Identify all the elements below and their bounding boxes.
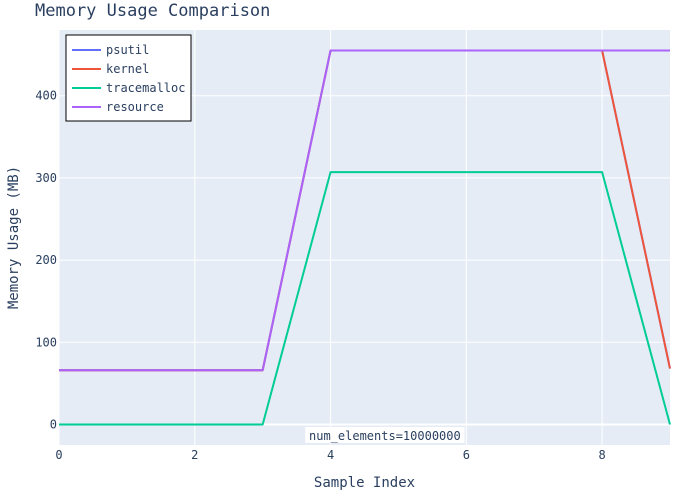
- annotation-label: num_elements=10000000: [309, 429, 461, 443]
- x-tick-labels: 0 2 4 6 8: [55, 448, 605, 462]
- legend: psutil kernel tracemalloc resource: [65, 34, 192, 122]
- y-tick-label: 200: [35, 253, 57, 267]
- legend-label-kernel: kernel: [106, 62, 149, 76]
- y-tick-labels: 0 100 200 300 400: [35, 89, 57, 432]
- series-lines: [59, 49, 671, 426]
- x-tick-label: 2: [191, 448, 198, 462]
- y-tick-label: 100: [35, 335, 57, 349]
- x-tick-label: 8: [598, 448, 605, 462]
- series-line-resource: [59, 49, 670, 372]
- annotations: num_elements=10000000: [305, 426, 465, 443]
- y-tick-label: 400: [35, 89, 57, 103]
- legend-label-tracemalloc: tracemalloc: [106, 81, 185, 95]
- x-tick-label: 4: [327, 448, 334, 462]
- x-tick-label: 0: [55, 448, 62, 462]
- grid: [58, 30, 670, 445]
- legend-label-resource: resource: [106, 100, 164, 114]
- y-tick-label: 0: [50, 417, 57, 431]
- y-axis-label: Memory Usage (MB): [6, 166, 22, 309]
- y-tick-label: 300: [35, 171, 57, 185]
- x-axis-label: Sample Index: [314, 475, 415, 491]
- annotation-background: [305, 426, 465, 443]
- legend-label-psutil: psutil: [106, 43, 149, 57]
- series-line-tracemalloc: [59, 171, 671, 426]
- chart-title: Memory Usage Comparison: [35, 1, 270, 21]
- x-tick-label: 6: [463, 448, 470, 462]
